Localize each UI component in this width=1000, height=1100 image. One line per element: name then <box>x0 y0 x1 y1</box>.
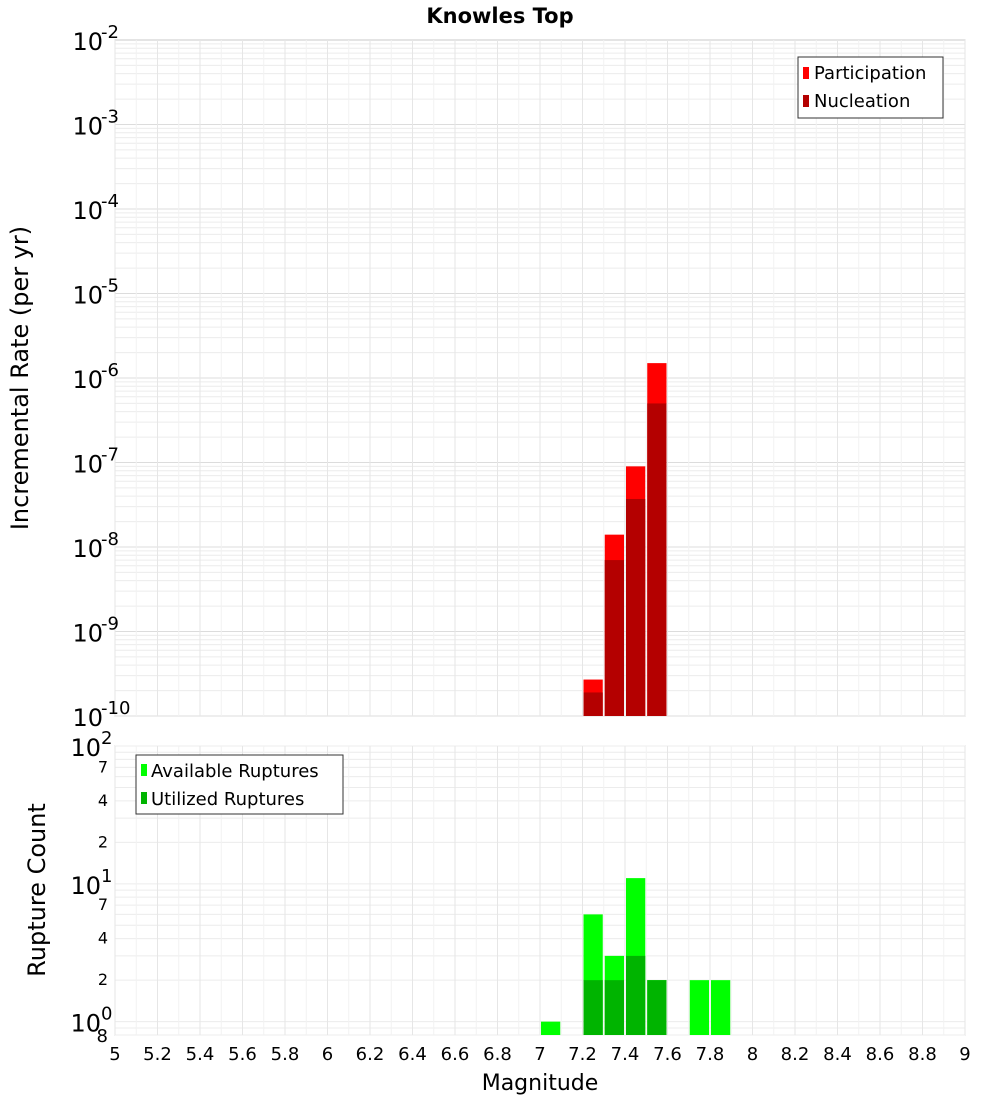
x-tick-label: 5.8 <box>271 1044 300 1065</box>
count-legend: Available Ruptures Utilized Ruptures <box>135 754 344 815</box>
x-tick-label: 8.8 <box>908 1044 937 1065</box>
count-y-tick-exponent: 2 <box>101 728 112 749</box>
count-y-minor-tick-label: 4 <box>98 791 108 810</box>
count-y-minor-tick-label: 2 <box>98 970 108 989</box>
x-tick-label: 5.2 <box>143 1044 172 1065</box>
utilized-ruptures-bar <box>647 980 667 1035</box>
count-y-tick-exponent: 0 <box>101 1004 112 1025</box>
utilized-ruptures-bar <box>604 980 624 1035</box>
rate-y-tick-exponent: -2 <box>101 22 119 43</box>
participation-legend-swatch <box>803 67 809 79</box>
x-tick-label: 7 <box>534 1044 545 1065</box>
nucleation-bar <box>583 692 603 716</box>
rate-y-tick-label: 10 <box>72 451 103 479</box>
rate-y-tick-exponent: -7 <box>101 445 119 466</box>
x-tick-label: 8 <box>747 1044 758 1065</box>
x-axis-label: Magnitude <box>482 1071 599 1096</box>
x-tick-label: 6 <box>322 1044 333 1065</box>
rate-y-tick-exponent: -9 <box>101 614 119 635</box>
nucleation-legend-label: Nucleation <box>814 91 910 112</box>
count-y-tick-label: 10 <box>70 872 101 900</box>
x-tick-label: 8.4 <box>823 1044 852 1065</box>
rate-grid <box>114 40 966 717</box>
rate-y-tick-exponent: -8 <box>101 529 119 550</box>
x-tick-label: 6.8 <box>483 1044 512 1065</box>
utilized-legend-label: Utilized Ruptures <box>151 789 304 810</box>
available-ruptures-bar <box>711 980 731 1035</box>
rate-bars <box>583 363 667 716</box>
x-tick-label: 5.6 <box>228 1044 257 1065</box>
count-bars <box>541 878 731 1035</box>
count-y-minor-tick-label: 2 <box>98 832 108 851</box>
nucleation-legend-swatch <box>803 95 809 107</box>
count-y-minor-tick-label: 7 <box>98 757 108 776</box>
rate-y-tick-exponent: -3 <box>101 107 119 128</box>
x-tick-label: 7.8 <box>696 1044 725 1065</box>
x-tick-label: 6.2 <box>356 1044 385 1065</box>
x-tick-label: 7.4 <box>611 1044 640 1065</box>
rate-legend: Participation Nucleation <box>797 56 944 119</box>
rate-y-tick-label: 10 <box>72 282 103 310</box>
available-ruptures-bar <box>541 1021 561 1035</box>
count-y-tick-label: 10 <box>70 1010 101 1038</box>
nucleation-bar <box>626 498 646 716</box>
count-y-minor-tick-label: 8 <box>97 1026 108 1047</box>
rate-y-tick-label: 10 <box>72 28 103 56</box>
x-tick-label: 7.2 <box>568 1044 597 1065</box>
x-tick-label: 9 <box>959 1044 970 1065</box>
utilized-ruptures-bar <box>626 955 646 1035</box>
utilized-legend-swatch <box>141 792 147 804</box>
rate-y-tick-exponent: -4 <box>101 191 119 212</box>
rate-y-tick-exponent: -6 <box>101 360 119 381</box>
available-legend-swatch <box>141 764 147 776</box>
participation-legend-label: Participation <box>814 63 926 84</box>
nucleation-bar <box>647 403 667 716</box>
available-legend-label: Available Ruptures <box>151 761 319 782</box>
chart-title: Knowles Top <box>426 4 573 28</box>
count-y-tick-exponent: 1 <box>101 866 112 887</box>
rate-y-tick-label: 10 <box>72 366 103 394</box>
magnitude-x-ticks: 5 5.2 5.4 5.6 5.8 6 6.2 6.4 6.6 6.8 7 7.2 7.4 7.6 7.8 8… <box>109 1044 970 1065</box>
count-y-minor-tick-label: 7 <box>98 895 108 914</box>
rate-y-axis-label: Incremental Rate (per yr) <box>6 226 34 530</box>
x-tick-label: 6.4 <box>398 1044 427 1065</box>
x-tick-label: 8.6 <box>866 1044 895 1065</box>
x-tick-label: 6.6 <box>441 1044 470 1065</box>
count-y-axis-label: Rupture Count <box>23 803 51 977</box>
rate-y-tick-exponent: -5 <box>101 276 119 297</box>
x-tick-label: 7.6 <box>653 1044 682 1065</box>
count-legend-box <box>135 754 344 815</box>
count-y-tick-label: 10 <box>70 734 101 762</box>
available-ruptures-bar <box>689 980 709 1035</box>
rate-legend-box <box>797 56 944 119</box>
rate-y-tick-label: 10 <box>72 704 103 732</box>
rate-y-tick-label: 10 <box>72 197 103 225</box>
x-tick-label: 5.4 <box>186 1044 215 1065</box>
utilized-ruptures-bar <box>583 980 603 1035</box>
count-y-minor-tick-label: 4 <box>98 929 108 948</box>
x-tick-label: 8.2 <box>781 1044 810 1065</box>
rate-y-tick-exponent: -10 <box>101 698 130 719</box>
x-tick-label: 5 <box>109 1044 120 1065</box>
nucleation-bar <box>604 560 624 716</box>
rate-y-tick-label: 10 <box>72 113 103 141</box>
rate-y-tick-label: 10 <box>72 535 103 563</box>
rate-y-tick-label: 10 <box>72 620 103 648</box>
